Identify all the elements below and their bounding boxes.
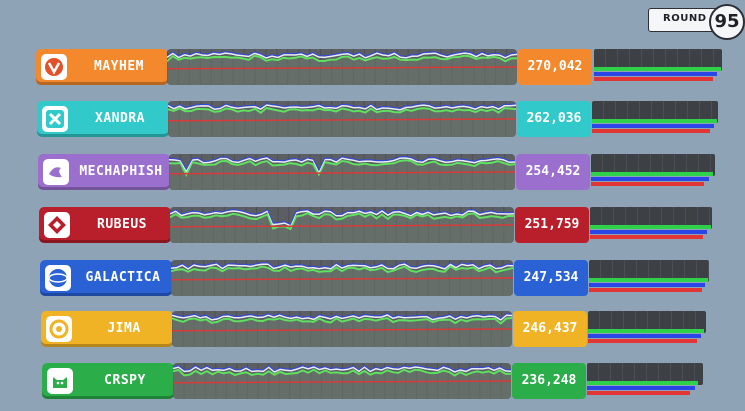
team-name-pill: CRSPY: [42, 363, 174, 399]
round-indicator: ROUND 95: [648, 4, 745, 40]
score-history: [173, 363, 511, 399]
round-number: 95: [709, 4, 745, 40]
stat-bar-red: [590, 235, 704, 239]
stat-bars: [594, 49, 722, 85]
stat-bar-blue: [591, 177, 709, 181]
score-history-graph: [170, 207, 514, 243]
galactica-globe-icon: [45, 265, 71, 291]
mechaphish-fish-icon: [43, 159, 69, 185]
stat-bars: [587, 363, 703, 399]
team-row-galactica: GALACTICA 247,534: [0, 260, 745, 296]
score-history: [172, 311, 512, 347]
stat-grid: [590, 207, 712, 229]
team-name: MECHAPHISH: [79, 164, 163, 179]
stat-bar-red: [589, 288, 702, 292]
stat-bar-blue: [589, 283, 706, 287]
team-score: 254,452: [516, 154, 590, 190]
stat-grid: [592, 101, 718, 123]
score-history: [170, 207, 514, 243]
score-history: [168, 101, 516, 137]
team-name: JIMA: [107, 321, 141, 336]
stat-grid: [591, 154, 715, 176]
team-name: GALACTICA: [85, 270, 161, 285]
stat-bar-red: [587, 391, 691, 395]
team-name-pill: XANDRA: [37, 101, 169, 137]
stat-bars: [592, 101, 718, 137]
team-score: 251,759: [515, 207, 589, 243]
stat-bar-green: [589, 278, 708, 282]
round-label: ROUND: [663, 13, 707, 24]
stat-bar-red: [592, 129, 711, 133]
jima-circle-icon: [46, 316, 72, 342]
stat-bar-green: [591, 172, 713, 176]
stat-grid: [594, 49, 722, 71]
score-history-graph: [169, 154, 515, 190]
stat-bar-green: [592, 119, 717, 123]
stat-grid: [589, 260, 709, 282]
team-row-jima: JIMA 246,437: [0, 311, 745, 347]
score-history-graph: [168, 101, 516, 137]
rubeus-diamond-icon: [44, 212, 70, 238]
score-history-graph: [173, 363, 511, 399]
stat-bars: [590, 207, 712, 243]
team-score: 246,437: [513, 311, 587, 347]
stat-bar-red: [591, 182, 704, 186]
score-history: [167, 49, 517, 85]
score-history: [171, 260, 513, 296]
stat-bar-blue: [590, 230, 708, 234]
score-history-graph: [167, 49, 517, 85]
stat-bar-red: [594, 77, 714, 81]
team-name-pill: RUBEUS: [39, 207, 171, 243]
xandra-x-icon: [42, 106, 68, 132]
team-row-mechaphish: MECHAPHISH 254,452: [0, 154, 745, 190]
team-row-crspy: CRSPY 236,248: [0, 363, 745, 399]
team-name: XANDRA: [95, 111, 145, 126]
mayhem-v-icon: [41, 54, 67, 80]
team-score: 236,248: [512, 363, 586, 399]
score-history-graph: [172, 311, 512, 347]
stat-bar-blue: [588, 334, 702, 338]
team-row-xandra: XANDRA 262,036: [0, 101, 745, 137]
team-row-rubeus: RUBEUS 251,759: [0, 207, 745, 243]
team-name-pill: MECHAPHISH: [38, 154, 170, 190]
team-name: RUBEUS: [97, 217, 147, 232]
stat-bars: [591, 154, 715, 190]
stat-bar-blue: [594, 72, 717, 76]
stat-bar-green: [594, 67, 721, 71]
stat-bars: [589, 260, 709, 296]
stat-bar-red: [588, 339, 697, 343]
team-name: MAYHEM: [94, 59, 144, 74]
stat-grid: [588, 311, 706, 333]
team-score: 247,534: [514, 260, 588, 296]
team-score: 270,042: [518, 49, 592, 85]
stat-bar-green: [588, 329, 704, 333]
stat-grid: [587, 363, 703, 385]
team-name-pill: JIMA: [41, 311, 173, 347]
team-row-mayhem: MAYHEM 270,042: [0, 49, 745, 85]
stat-bars: [588, 311, 706, 347]
stat-bar-blue: [592, 124, 715, 128]
score-history: [169, 154, 515, 190]
stat-bar-green: [587, 381, 699, 385]
team-score: 262,036: [517, 101, 591, 137]
team-name-pill: GALACTICA: [40, 260, 172, 296]
crspy-cat-icon: [47, 368, 73, 394]
team-name-pill: MAYHEM: [36, 49, 168, 85]
team-name: CRSPY: [104, 373, 146, 388]
score-history-graph: [171, 260, 513, 296]
stat-bar-green: [590, 225, 711, 229]
stat-bar-blue: [587, 386, 695, 390]
